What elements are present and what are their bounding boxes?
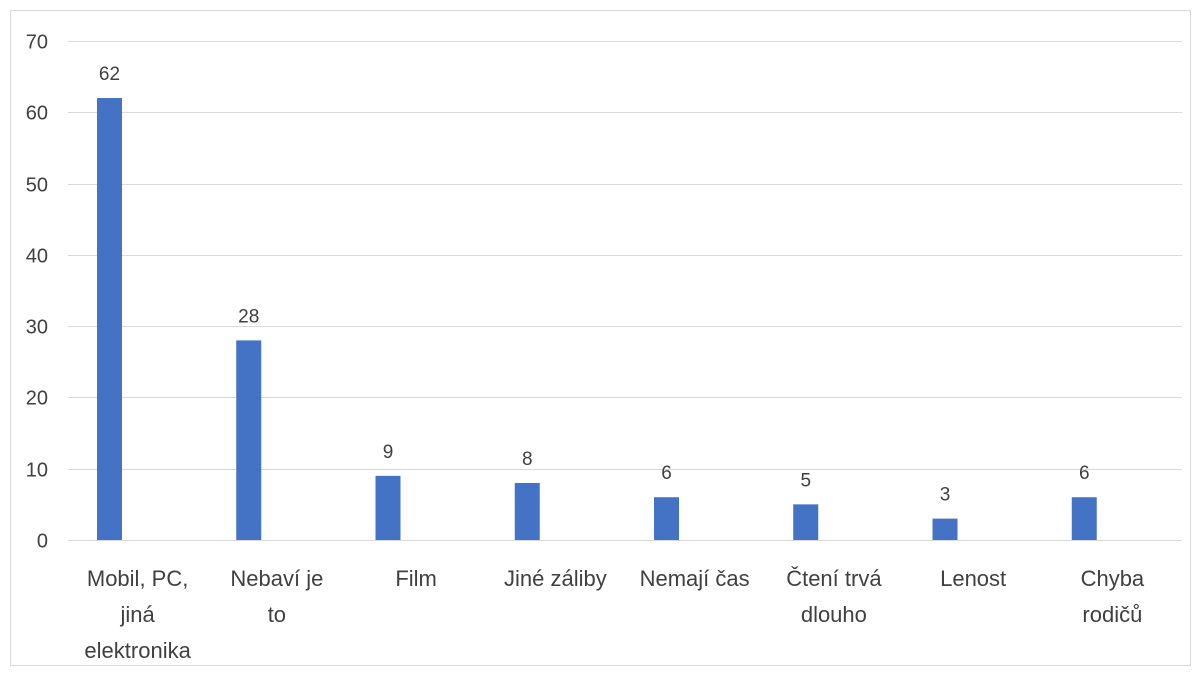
bar (375, 475, 401, 540)
data-label: 8 (522, 449, 533, 470)
data-label: 3 (940, 485, 951, 506)
y-tick-label: 70 (26, 32, 48, 54)
bar (932, 518, 958, 540)
x-category-label: Nebaví je (230, 566, 323, 591)
data-label: 9 (383, 442, 394, 463)
x-category-label: Chyba (1081, 566, 1145, 591)
data-labels: 62 28 9 8 6 5 3 6 (99, 64, 1090, 506)
data-label: 6 (1079, 463, 1090, 484)
y-axis-tick-labels: 0 10 20 30 40 50 60 70 (26, 32, 48, 553)
x-category-label: Mobil, PC, (87, 566, 188, 591)
bar (514, 482, 540, 540)
x-category-label: Film (395, 566, 437, 591)
bar (793, 504, 819, 540)
y-tick-label: 20 (26, 388, 48, 410)
bar (236, 340, 262, 540)
y-tick-label: 50 (26, 175, 48, 197)
x-category-label: elektronika (84, 638, 191, 663)
x-category-label: dlouho (801, 602, 867, 627)
y-tick-label: 40 (26, 246, 48, 268)
data-label: 5 (800, 470, 811, 491)
x-category-label: to (268, 602, 286, 627)
bar (97, 98, 122, 541)
chart-border (10, 10, 1191, 666)
data-label: 6 (661, 463, 672, 484)
x-category-label: Nemají čas (640, 566, 750, 591)
bar (654, 497, 679, 540)
x-category-label: Jiné záliby (504, 566, 607, 591)
gridlines (68, 41, 1182, 541)
x-axis-category-labels: Mobil, PC, jiná elektronika Nebaví je to Film… (84, 566, 1145, 663)
y-tick-label: 60 (26, 103, 48, 125)
data-label: 28 (238, 306, 259, 327)
data-label: 62 (99, 64, 120, 85)
x-category-label: jiná (120, 602, 156, 627)
x-category-label: rodičů (1082, 602, 1142, 627)
y-tick-label: 30 (26, 317, 48, 339)
y-tick-label: 0 (37, 531, 48, 553)
x-category-label: Lenost (940, 566, 1006, 591)
bars (97, 98, 1097, 541)
bar (1071, 497, 1097, 540)
y-tick-label: 10 (26, 460, 48, 482)
x-category-label: Čtení trvá (786, 566, 882, 591)
